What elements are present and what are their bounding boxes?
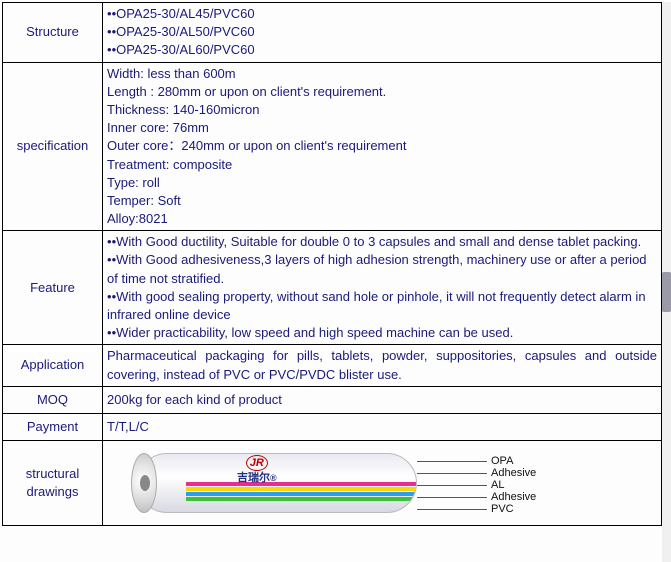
scrollbar-track[interactable] xyxy=(662,2,671,562)
label-moq: MOQ xyxy=(3,386,103,413)
row-feature: Feature •With Good ductility, Suitable f… xyxy=(3,231,662,345)
value-feature: •With Good ductility, Suitable for doubl… xyxy=(103,231,662,345)
registered-icon: ® xyxy=(270,473,277,483)
layer-label: AL xyxy=(417,479,536,491)
layer-callouts: OPA Adhesive AL Adhesive PVC xyxy=(417,455,536,515)
structure-item: •OPA25-30/AL50/PVC60 xyxy=(107,23,657,41)
feature-item: •With good sealing property, without san… xyxy=(107,288,657,324)
logo-mark: JR xyxy=(246,455,268,471)
spec-line: Length : 280mm or upon on client's requi… xyxy=(107,83,657,101)
row-moq: MOQ 200kg for each kind of product xyxy=(3,386,662,413)
row-application: Application Pharmaceutical packaging for… xyxy=(3,345,662,386)
band-yellow xyxy=(186,487,416,491)
band-pink xyxy=(186,482,416,486)
roll-body xyxy=(137,453,417,513)
spec-table: Structure •OPA25-30/AL45/PVC60 •OPA25-30… xyxy=(2,2,662,526)
spec-line: Temper: Soft xyxy=(107,192,657,210)
layer-label: PVC xyxy=(417,503,536,515)
value-specification: Width: less than 600m Length : 280mm or … xyxy=(103,62,662,231)
row-payment: Payment T/T,L/C xyxy=(3,413,662,440)
scrollbar-thumb[interactable] xyxy=(662,272,671,312)
label-feature: Feature xyxy=(3,231,103,345)
label-drawings: structural drawings xyxy=(3,441,103,526)
feature-item: •With Good ductility, Suitable for doubl… xyxy=(107,233,657,251)
spec-line: Width: less than 600m xyxy=(107,65,657,83)
label-specification: specification xyxy=(3,62,103,231)
structure-item: •OPA25-30/AL45/PVC60 xyxy=(107,5,657,23)
label-structure: Structure xyxy=(3,3,103,63)
feature-item: •Wider practicability, low speed and hig… xyxy=(107,324,657,342)
band-green xyxy=(186,497,416,501)
band-blue xyxy=(186,492,416,496)
logo-text: 吉瑞尔 xyxy=(237,472,270,484)
structural-diagram: JR 吉瑞尔® OPA Adhesive AL Adhesive PVC xyxy=(107,443,647,523)
value-application: Pharmaceutical packaging for pills, tabl… xyxy=(103,345,662,386)
label-payment: Payment xyxy=(3,413,103,440)
spec-line: Alloy:8021 xyxy=(107,210,657,228)
feature-item: •With Good adhesiveness,3 layers of high… xyxy=(107,251,657,287)
label-application: Application xyxy=(3,345,103,386)
row-structure: Structure •OPA25-30/AL45/PVC60 •OPA25-30… xyxy=(3,3,662,63)
layer-label: Adhesive xyxy=(417,467,536,479)
value-moq: 200kg for each kind of product xyxy=(103,386,662,413)
spec-line: Outer core：240mm or upon on client's req… xyxy=(107,137,657,155)
structure-item: •OPA25-30/AL60/PVC60 xyxy=(107,41,657,59)
row-drawings: structural drawings JR 吉瑞尔® OPA Adhesive xyxy=(3,441,662,526)
spec-line: Thickness: 140-160micron xyxy=(107,101,657,119)
brand-logo: JR 吉瑞尔® xyxy=(237,455,277,486)
row-specification: specification Width: less than 600m Leng… xyxy=(3,62,662,231)
spec-line: Inner core: 76mm xyxy=(107,119,657,137)
layer-label: Adhesive xyxy=(417,491,536,503)
value-drawings: JR 吉瑞尔® OPA Adhesive AL Adhesive PVC xyxy=(103,441,662,526)
spec-line: Type: roll xyxy=(107,174,657,192)
value-structure: •OPA25-30/AL45/PVC60 •OPA25-30/AL50/PVC6… xyxy=(103,3,662,63)
layer-label: OPA xyxy=(417,455,536,467)
value-payment: T/T,L/C xyxy=(103,413,662,440)
spec-line: Treatment: composite xyxy=(107,156,657,174)
